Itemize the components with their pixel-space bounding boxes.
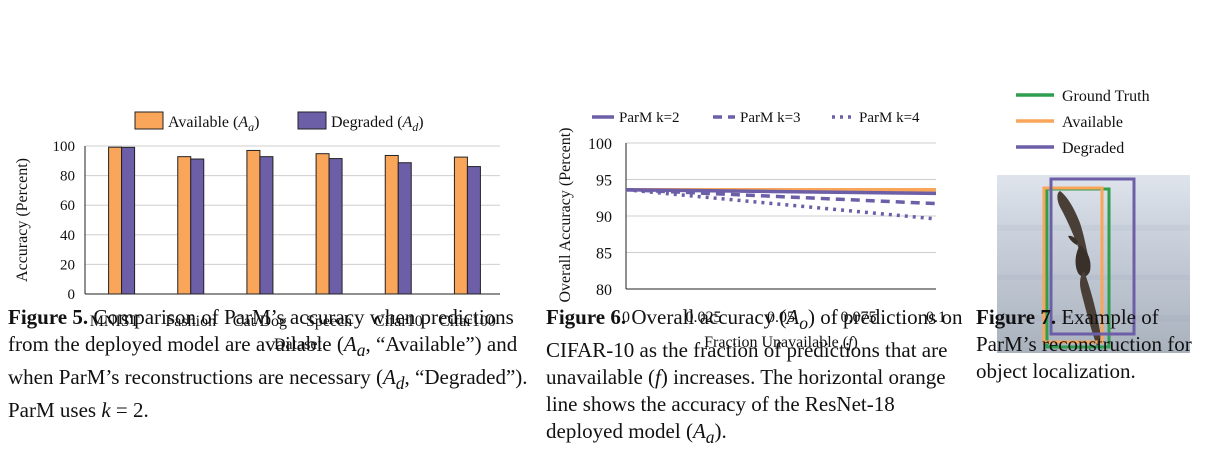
caption-label: Figure 6. xyxy=(546,305,627,329)
localization-example: Ground Truth Available Degraded xyxy=(997,88,1190,353)
bird-wing-lower xyxy=(1080,271,1101,346)
x-tick-label: 0.075 xyxy=(841,309,877,326)
bar-available xyxy=(108,146,123,295)
bar-degraded xyxy=(397,162,412,295)
x-axis-label: Dataset xyxy=(274,336,323,353)
y-tick-label: 80 xyxy=(596,282,612,299)
bar-degraded xyxy=(121,146,136,295)
x-tick-label: 0.1 xyxy=(926,309,946,326)
caption-label: Figure 5. xyxy=(8,305,89,329)
bar-degraded xyxy=(190,158,205,295)
legend-label: Available (Aa) xyxy=(168,114,259,134)
figure-7-caption: Figure 7. Example of ParM’s reconstructi… xyxy=(976,305,1192,383)
bar-available xyxy=(246,149,261,295)
y-tick-label: 95 xyxy=(596,173,612,190)
bar-available xyxy=(453,156,468,295)
legend-label: Available xyxy=(1062,114,1123,131)
y-tick-label: 60 xyxy=(60,198,75,214)
x-axis-label: Fraction Unavailable (f) xyxy=(704,334,858,351)
x-tick-label: Cifar10 xyxy=(374,313,423,330)
line-chart-overall-accuracy: 80 85 90 95 100 0 0.025 0.05 0.075 0.1 Fraction Un… xyxy=(557,110,946,351)
y-tick-label: 85 xyxy=(596,246,612,263)
y-tick-label: 100 xyxy=(53,139,76,155)
y-tick-label: 100 xyxy=(588,136,612,153)
bird-body xyxy=(1075,245,1091,277)
y-tick-label: 90 xyxy=(596,209,612,226)
bird-wing-upper xyxy=(1057,191,1088,257)
y-tick-label: 0 xyxy=(68,287,76,303)
localization-legend: Ground Truth Available Degraded xyxy=(1016,88,1150,157)
y-tick-label: 80 xyxy=(60,169,75,185)
figure-5-caption: Figure 5. Comparison of ParM’s accuracy … xyxy=(8,305,528,423)
bar-degraded xyxy=(328,158,343,295)
legend-label: ParM k=4 xyxy=(859,110,920,126)
x-tick-label: Cifar100 xyxy=(439,313,496,330)
bar-chart-accuracy: 0 20 40 60 80 100 MNIST Fashion Cat/Dog Speech Cif… xyxy=(14,111,500,353)
bar-degraded xyxy=(259,156,274,295)
x-tick-label: Fashion xyxy=(165,313,216,330)
caption-label: Figure 7. xyxy=(976,305,1057,329)
bird-photo xyxy=(997,175,1190,353)
legend-label: ParM k=2 xyxy=(619,110,680,126)
x-tick-label: Speech xyxy=(306,313,352,330)
available-box xyxy=(1042,186,1104,344)
y-axis-label: Overall Accuracy (Percent) xyxy=(557,127,574,302)
x-tick-label: MNIST xyxy=(90,313,140,330)
y-axis-label: Accuracy (Percent) xyxy=(14,158,31,282)
x-tick-label: Cat/Dog xyxy=(233,313,287,330)
y-tick-label: 20 xyxy=(60,257,75,273)
bar-degraded xyxy=(466,166,481,295)
legend-label: Ground Truth xyxy=(1062,88,1150,105)
degraded-box xyxy=(1049,177,1136,336)
legend-label: Degraded xyxy=(1062,140,1124,157)
legend-swatch xyxy=(297,111,327,130)
bar-available xyxy=(177,156,192,295)
x-tick-label: 0.05 xyxy=(767,309,795,326)
x-tick-label: 0.025 xyxy=(686,309,722,326)
legend-label: ParM k=3 xyxy=(740,110,801,126)
bar-available xyxy=(315,153,330,295)
series-line-dashed xyxy=(625,187,937,206)
figure-6-caption: Figure 6. Overall accuracy (Ao) of predi… xyxy=(546,305,963,448)
bar-available xyxy=(384,154,399,295)
y-tick-label: 40 xyxy=(60,228,75,244)
legend-swatch xyxy=(134,111,164,130)
x-tick-label: 0 xyxy=(622,309,630,326)
bounding-boxes xyxy=(1042,177,1136,349)
legend-label: Degraded (Ad) xyxy=(331,114,424,134)
